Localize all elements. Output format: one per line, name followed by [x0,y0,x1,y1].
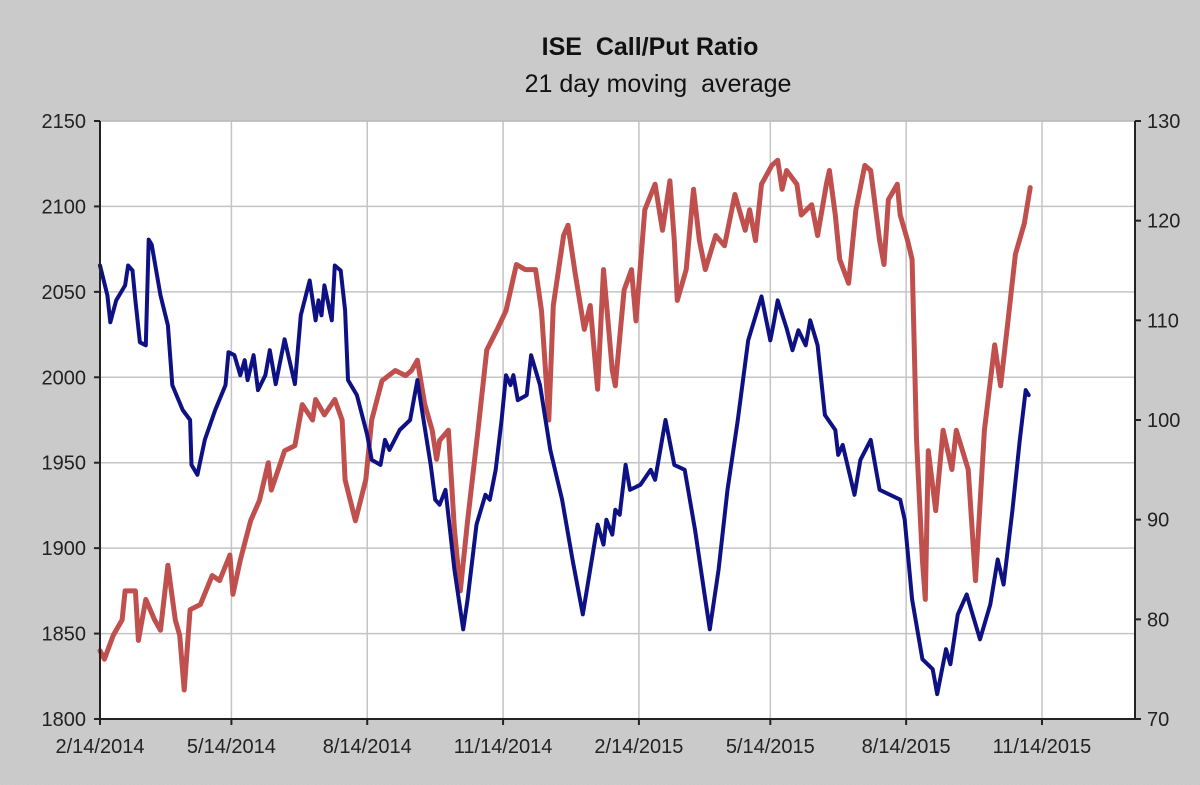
y-right-tick-label: 130 [1147,111,1180,133]
x-tick-label: 8/14/2015 [862,736,951,758]
series-layer [97,157,1033,697]
y-left-tick-label: 1850 [42,624,87,646]
x-tick-label: 5/14/2015 [726,736,815,758]
x-tick-label: 2/14/2014 [56,736,145,758]
y-left-tick-label: 2150 [42,111,87,133]
y-left-tick-label: 2050 [42,282,87,304]
gridlines [100,120,1135,719]
y-left-tick-label: 1800 [42,709,87,731]
axes: 1800 1850 1900 1950 2000 2050 2100 2150 70 80 90 10… [42,111,1181,758]
y-right-tick-label: 120 [1147,211,1180,233]
y-left-tick-label: 2000 [42,367,87,389]
chart-subtitle: 21 day moving average [525,70,792,98]
series-line-left-axis [97,157,1033,693]
x-tick-label: 2/14/2015 [594,736,683,758]
x-tick-label: 5/14/2014 [187,736,276,758]
y-left-tick-label: 1900 [42,538,87,560]
x-tick-label: 11/14/2015 [993,736,1092,758]
x-tick-label: 8/14/2014 [323,736,412,758]
y-right-tick-label: 70 [1147,709,1169,731]
x-tick-label: 11/14/2014 [454,736,553,758]
y-right-tick-label: 80 [1147,609,1169,631]
y-right-tick-label: 90 [1147,510,1169,532]
y-left-tick-label: 1950 [42,453,87,475]
plot-area [100,121,1135,719]
y-left-tick-label: 2100 [42,196,87,218]
series-line-right-axis [98,237,1031,697]
y-right-tick-label: 110 [1147,310,1179,332]
chart-title: ISE Call/Put Ratio [542,33,759,61]
y-right-tick-label: 100 [1147,410,1180,432]
